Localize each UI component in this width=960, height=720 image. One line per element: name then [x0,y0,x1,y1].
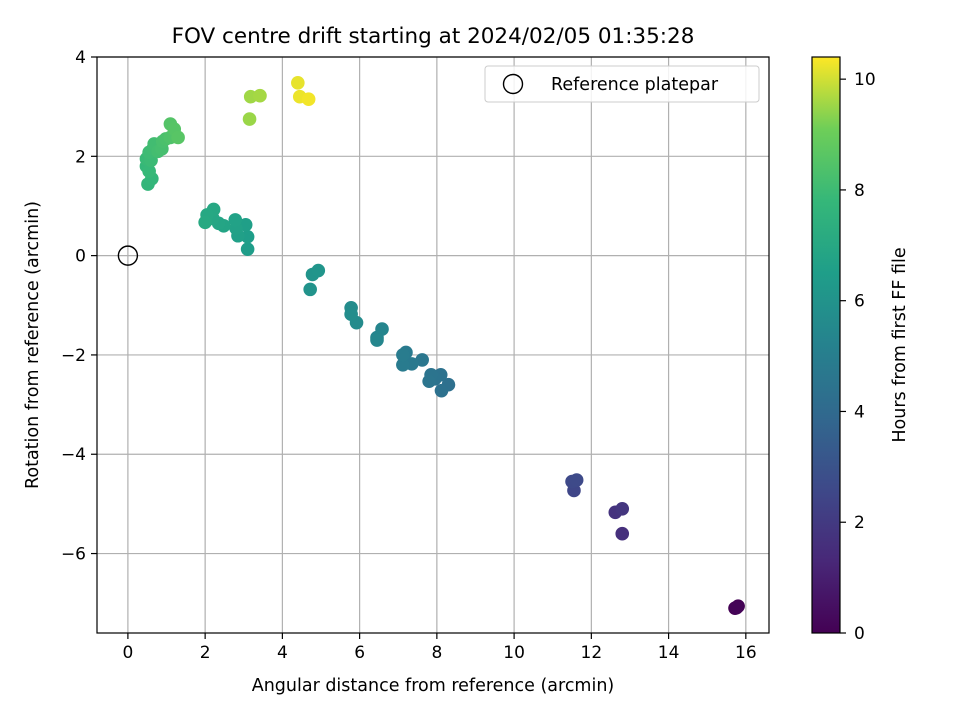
y-tick-label: −6 [61,545,86,565]
colorbar-tick-label: 6 [854,292,865,312]
legend-entry-label: Reference platepar [551,75,719,95]
scatter-point [422,374,436,389]
colorbar-tick-label: 8 [854,181,865,201]
chart-title: FOV centre drift starting at 2024/02/05 … [172,24,695,49]
colorbar-label: Hours from first FF file [890,247,910,442]
legend-reference-marker [502,73,524,95]
scatter-point [434,383,449,398]
y-tick-label: 0 [75,247,86,267]
x-tick-label: 4 [277,643,288,663]
colorbar-ticks: 0 2 4 6 8 10 [840,70,876,644]
scatter-points [139,76,745,615]
x-tick-label: 14 [658,643,680,663]
scatter-point [615,502,630,516]
x-tick-label: 10 [503,643,525,663]
scatter-point [311,263,326,278]
y-tick-label: −4 [61,445,86,465]
x-tick-label: 0 [122,643,133,663]
reference-marker [117,245,139,266]
colorbar-tick-label: 10 [854,70,876,90]
legend: Reference platepar [484,65,760,103]
scatter-point [301,92,316,107]
scatter-point [569,473,584,487]
scatter-point [291,76,305,90]
colorbar-tick-label: 2 [854,513,865,533]
grid-lines [97,56,769,633]
x-axis-label: Angular distance from reference (arcmin) [252,676,615,696]
y-tick-label: 2 [75,147,86,167]
colorbar-tick-label: 4 [854,402,865,422]
scatter-point [228,213,243,227]
scatter-point [729,600,744,615]
scatter-point [375,322,389,336]
x-tick-label: 12 [581,643,603,663]
scatter-point [242,112,257,126]
scatter-point [303,282,317,297]
colorbar-tick-label: 0 [854,624,865,644]
y-axis-label: Rotation from reference (arcmin) [23,201,43,489]
scatter-point [415,353,429,367]
scatter-point [142,164,156,179]
x-tick-label: 6 [354,643,365,663]
colorbar-gradient [811,56,841,634]
scatter-point [240,242,255,256]
scatter-point [171,130,185,145]
scatter-point [396,358,410,372]
scatter-point [615,526,630,541]
scatter-point [370,333,384,347]
colorbar: 0 2 4 6 8 10 Hours from first FF file [811,56,910,644]
y-axis-ticks: −6 −4 −2 0 2 4 [61,48,97,565]
x-tick-label: 16 [735,643,757,663]
x-tick-label: 8 [431,643,442,663]
scatter-point [198,215,212,230]
scatter-point [344,307,358,322]
reference-platepar-marker [117,245,139,266]
y-tick-label: 4 [75,48,86,68]
scatter-point [396,348,410,362]
legend-box [484,65,760,103]
plot-frame [96,56,770,634]
x-tick-label: 2 [200,643,211,663]
scatter-point [253,88,267,103]
x-axis-ticks: 0 2 4 6 8 10 12 14 16 [122,633,757,663]
y-tick-label: −2 [61,346,86,366]
